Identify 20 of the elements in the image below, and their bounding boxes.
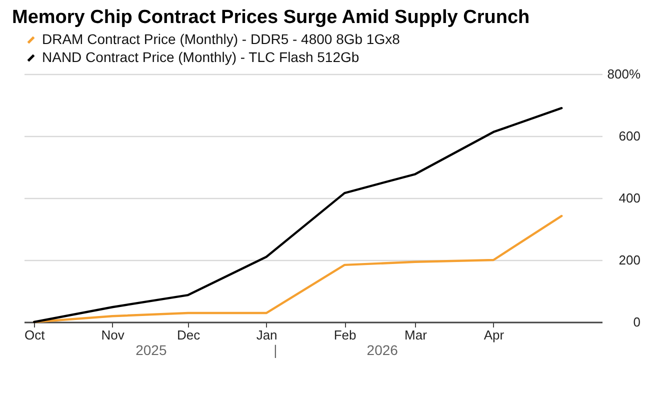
x-tick-label: Mar (404, 328, 428, 342)
x-tick-label: Nov (101, 328, 125, 342)
legend-label: NAND Contract Price (Monthly) - TLC Flash 512Gb (42, 49, 360, 65)
x-tick-label: Oct (24, 328, 46, 342)
y-tick-label: 400 (618, 190, 640, 206)
y-tick-label: 800% (607, 66, 641, 82)
legend-label: DRAM Contract Price (Monthly) - DDR5 - 4800 8Gb 1Gx8 (42, 31, 400, 47)
y-tick-label: 600 (618, 128, 640, 144)
line-series (32, 107, 563, 324)
text: 2026 (366, 342, 398, 358)
text: | (274, 342, 278, 358)
y-tick-label: 200 (618, 252, 640, 268)
text: 2025 (136, 342, 167, 358)
x-tick-label: Apr (484, 328, 505, 342)
x-tick-label: Dec (177, 328, 201, 342)
line-series (32, 214, 563, 324)
x-tick-label: Feb (334, 328, 356, 342)
y-tick-label: 0 (633, 314, 640, 330)
x-tick-label: Jan (256, 328, 278, 342)
chart-title: Memory Chip Contract Prices Surge Amid Supply Crunch (12, 7, 530, 28)
